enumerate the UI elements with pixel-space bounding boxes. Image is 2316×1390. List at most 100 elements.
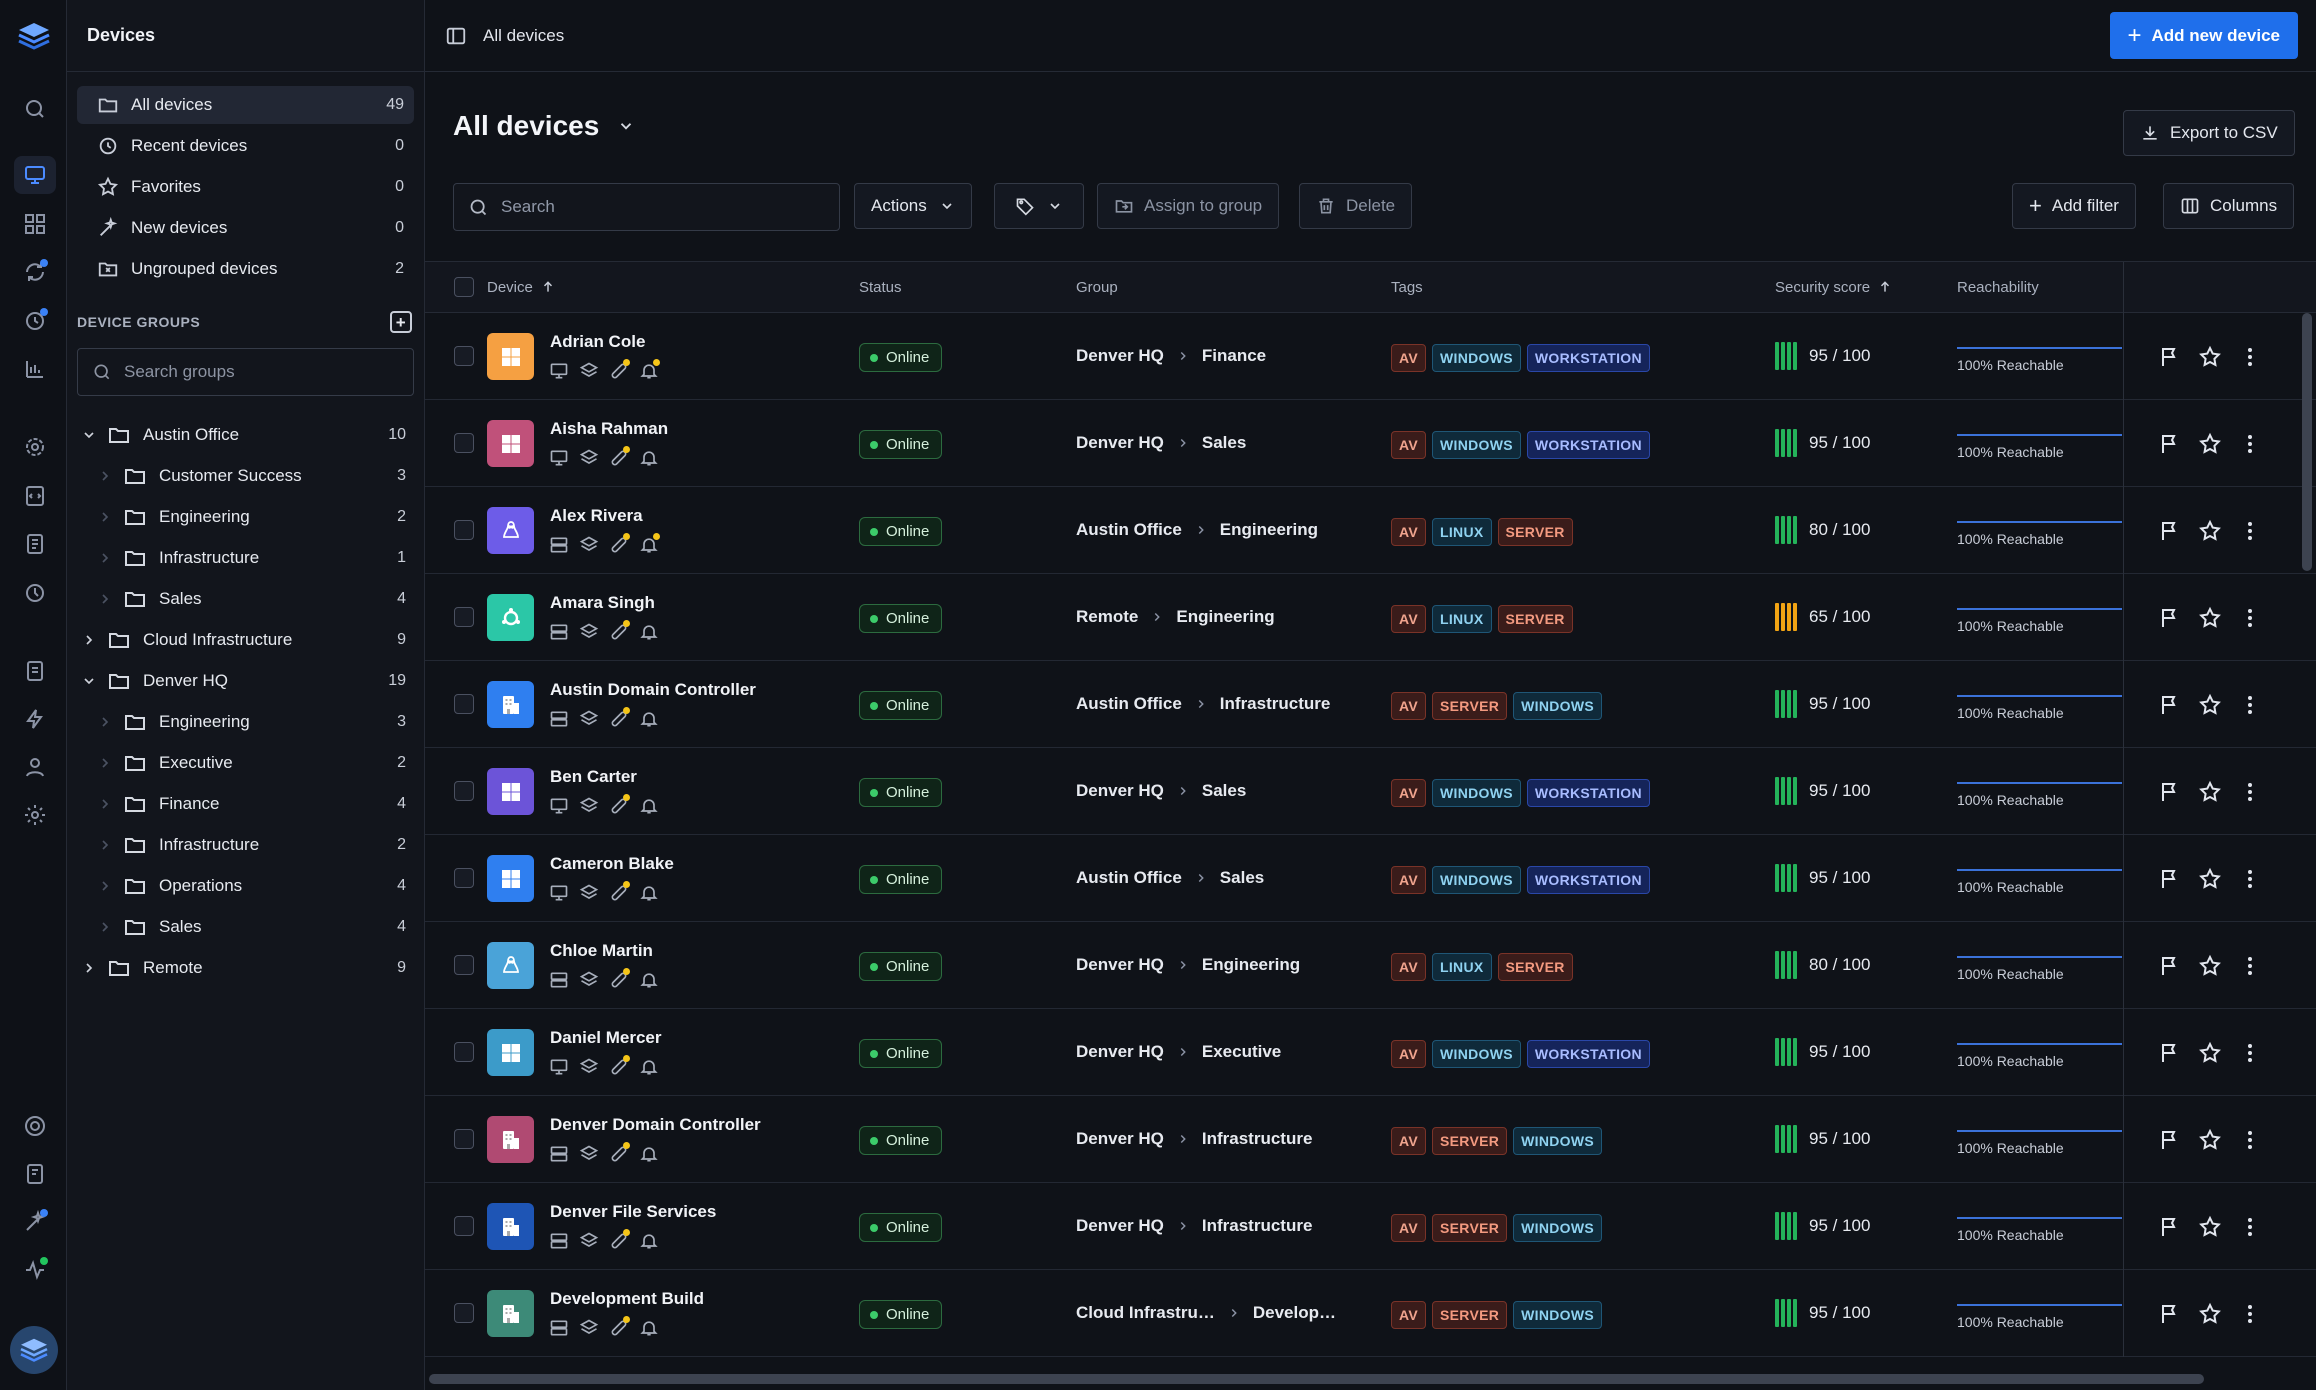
- row-checkbox[interactable]: [454, 607, 474, 627]
- subgroup-austin-office-infrastructure[interactable]: Infrastructure 1: [77, 537, 414, 578]
- sidebar-item-ungrouped-devices[interactable]: Ungrouped devices 2: [77, 250, 414, 288]
- table-row[interactable]: Adrian Cole Online Denver HQ Finance AV WINDO…: [425, 313, 2316, 400]
- chevron-right-icon[interactable]: [95, 796, 115, 812]
- row-checkbox[interactable]: [454, 520, 474, 540]
- subgroup-name[interactable]: Sales: [1219, 868, 1265, 887]
- add-new-device-button[interactable]: + Add new device: [2109, 12, 2298, 59]
- row-checkbox[interactable]: [454, 1129, 474, 1149]
- row-checkbox[interactable]: [454, 1216, 474, 1236]
- group-austin-office[interactable]: Austin Office 10: [77, 414, 414, 455]
- history-icon[interactable]: [22, 580, 48, 606]
- subgroup-name[interactable]: Engineering: [1219, 520, 1319, 539]
- tag-server[interactable]: SERVER: [1432, 1214, 1508, 1242]
- more-vertical-icon[interactable]: [2238, 606, 2262, 630]
- group-name[interactable]: Denver HQ: [1076, 1129, 1164, 1148]
- group-denver-hq[interactable]: Denver HQ 19: [77, 660, 414, 701]
- subgroup-austin-office-engineering[interactable]: Engineering 2: [77, 496, 414, 537]
- flag-icon[interactable]: [2158, 867, 2182, 891]
- flag-icon[interactable]: [2158, 954, 2182, 978]
- tag-av[interactable]: AV: [1391, 779, 1427, 807]
- tag-av[interactable]: AV: [1391, 344, 1427, 372]
- sidebar-item-recent-devices[interactable]: Recent devices 0: [77, 127, 414, 165]
- actions-dropdown[interactable]: Actions: [854, 183, 972, 229]
- flag-icon[interactable]: [2158, 519, 2182, 543]
- more-vertical-icon[interactable]: [2238, 519, 2262, 543]
- group-search-field[interactable]: [77, 348, 414, 396]
- table-row[interactable]: Amara Singh Online Remote Engineering AV LINU…: [425, 574, 2316, 661]
- search-icon[interactable]: [22, 96, 48, 122]
- chevron-right-icon[interactable]: [79, 632, 99, 648]
- row-checkbox[interactable]: [454, 781, 474, 801]
- select-all-checkbox[interactable]: [454, 277, 474, 297]
- more-vertical-icon[interactable]: [2238, 693, 2262, 717]
- flag-icon[interactable]: [2158, 1041, 2182, 1065]
- subgroup-name[interactable]: Infrastructure: [1219, 694, 1331, 713]
- subgroup-denver-hq-infrastructure[interactable]: Infrastructure 2: [77, 824, 414, 865]
- device-name[interactable]: Development Build: [550, 1289, 704, 1308]
- tag-windows[interactable]: WINDOWS: [1432, 431, 1521, 459]
- tag-linux[interactable]: LINUX: [1432, 953, 1492, 981]
- toggle-sidebar-icon[interactable]: [445, 25, 467, 47]
- group-name[interactable]: Denver HQ: [1076, 346, 1164, 365]
- group-name[interactable]: Denver HQ: [1076, 1042, 1164, 1061]
- tag-av[interactable]: AV: [1391, 605, 1427, 633]
- horizontal-scrollbar[interactable]: [429, 1374, 2204, 1384]
- flag-icon[interactable]: [2158, 1215, 2182, 1239]
- flag-icon[interactable]: [2158, 693, 2182, 717]
- tag-av[interactable]: AV: [1391, 518, 1427, 546]
- table-row[interactable]: Ben Carter Online Denver HQ Sales AV WINDOWS W…: [425, 748, 2316, 835]
- tag-av[interactable]: AV: [1391, 1127, 1427, 1155]
- group-name[interactable]: Austin Office: [1076, 694, 1182, 713]
- device-name[interactable]: Cameron Blake: [550, 854, 674, 873]
- header-security-score[interactable]: Security score: [1775, 279, 1892, 296]
- export-csv-button[interactable]: Export to CSV: [2123, 110, 2295, 156]
- subgroup-name[interactable]: Develop…: [1252, 1303, 1336, 1322]
- more-vertical-icon[interactable]: [2238, 432, 2262, 456]
- star-icon[interactable]: [2198, 780, 2222, 804]
- tag-av[interactable]: AV: [1391, 692, 1427, 720]
- tag-workstation[interactable]: WORKSTATION: [1526, 779, 1650, 807]
- subgroup-denver-hq-engineering[interactable]: Engineering 3: [77, 701, 414, 742]
- page-title-row[interactable]: All devices: [453, 110, 635, 142]
- header-device[interactable]: Device: [487, 279, 555, 296]
- subgroup-name[interactable]: Sales: [1201, 433, 1247, 452]
- group-name[interactable]: Remote: [1076, 607, 1139, 626]
- tag-workstation[interactable]: WORKSTATION: [1526, 866, 1650, 894]
- star-icon[interactable]: [2198, 606, 2222, 630]
- tag-workstation[interactable]: WORKSTATION: [1526, 344, 1650, 372]
- tag-workstation[interactable]: WORKSTATION: [1526, 431, 1650, 459]
- changelog-icon[interactable]: [22, 1161, 48, 1187]
- chevron-right-icon[interactable]: [79, 960, 99, 976]
- device-name[interactable]: Austin Domain Controller: [550, 680, 756, 699]
- flag-icon[interactable]: [2158, 432, 2182, 456]
- row-checkbox[interactable]: [454, 433, 474, 453]
- table-row[interactable]: Austin Domain Controller Online Austin Off…: [425, 661, 2316, 748]
- flag-icon[interactable]: [2158, 345, 2182, 369]
- group-name[interactable]: Denver HQ: [1076, 781, 1164, 800]
- delete-button[interactable]: Delete: [1299, 183, 1413, 229]
- more-vertical-icon[interactable]: [2238, 345, 2262, 369]
- device-name[interactable]: Denver File Services: [550, 1202, 717, 1221]
- tag-server[interactable]: SERVER: [1497, 953, 1573, 981]
- group-name[interactable]: Denver HQ: [1076, 1216, 1164, 1235]
- chevron-down-icon[interactable]: [79, 427, 99, 443]
- settings-cog-icon[interactable]: [22, 434, 48, 460]
- chevron-down-icon[interactable]: [617, 117, 635, 135]
- tag-server[interactable]: SERVER: [1497, 605, 1573, 633]
- alerts-clock-icon[interactable]: [22, 308, 48, 334]
- assign-to-group-button[interactable]: Assign to group: [1097, 183, 1280, 229]
- star-icon[interactable]: [2198, 1041, 2222, 1065]
- table-row[interactable]: Aisha Rahman Online Denver HQ Sales AV WINDOW…: [425, 400, 2316, 487]
- chevron-right-icon[interactable]: [95, 591, 115, 607]
- sync-icon[interactable]: [22, 259, 48, 285]
- sidebar-item-new-devices[interactable]: New devices 0: [77, 209, 414, 247]
- group-cloud-infrastructure[interactable]: Cloud Infrastructure 9: [77, 619, 414, 660]
- chevron-right-icon[interactable]: [95, 509, 115, 525]
- group-name[interactable]: Denver HQ: [1076, 433, 1164, 452]
- device-search-input[interactable]: [501, 197, 821, 217]
- more-vertical-icon[interactable]: [2238, 1041, 2262, 1065]
- table-row[interactable]: Alex Rivera Online Austin Office Engineerin…: [425, 487, 2316, 574]
- header-tags[interactable]: Tags: [1391, 279, 1423, 296]
- chevron-right-icon[interactable]: [95, 468, 115, 484]
- chevron-right-icon[interactable]: [95, 878, 115, 894]
